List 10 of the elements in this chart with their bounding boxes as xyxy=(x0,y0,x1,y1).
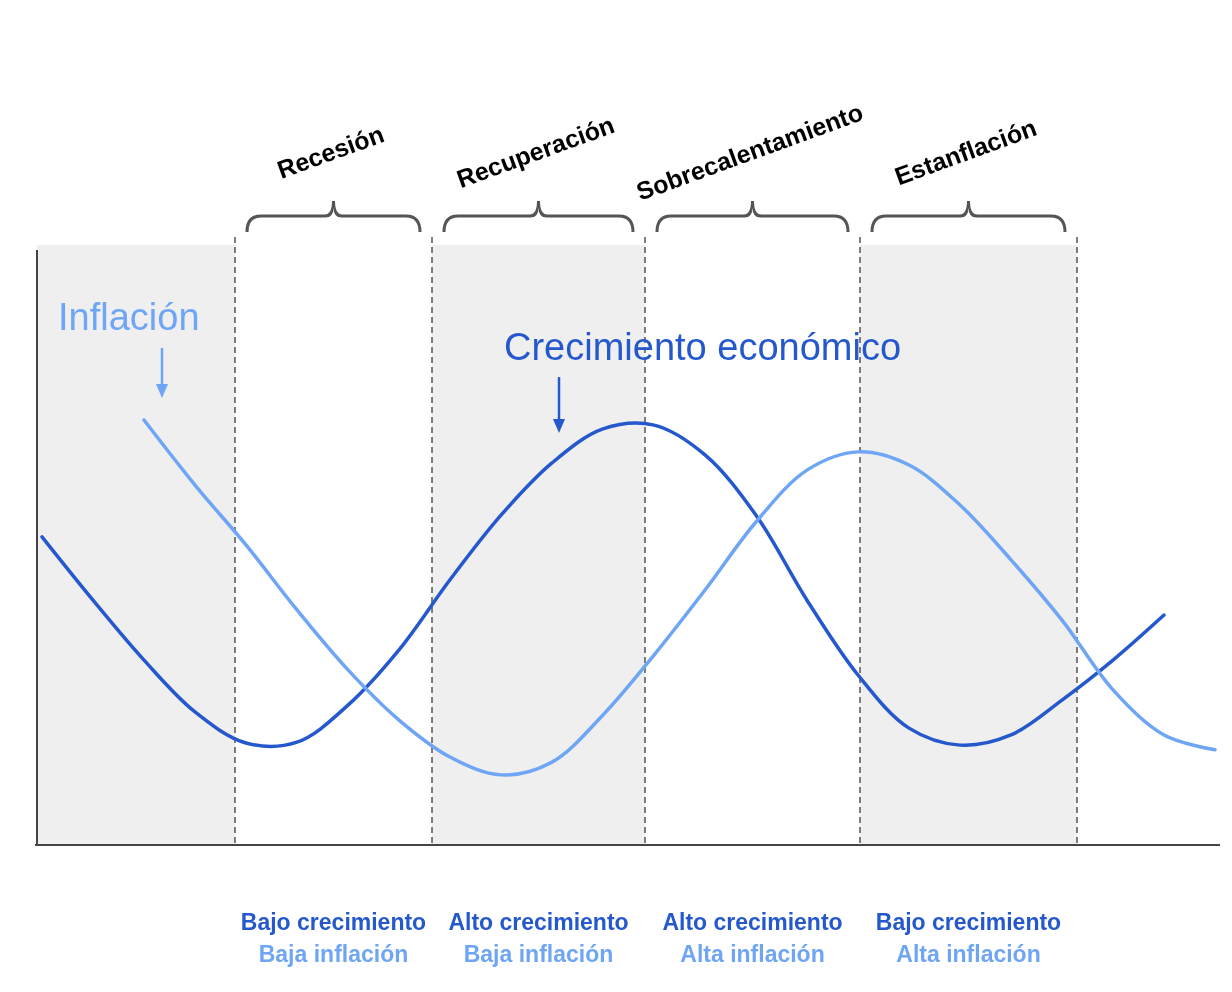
text: Inflación xyxy=(58,296,200,338)
text: Alta inflación xyxy=(896,941,1041,967)
text: Crecimiento económico xyxy=(504,326,902,369)
text: Alta inflación xyxy=(680,941,825,967)
text: Baja inflación xyxy=(463,941,614,967)
text: Alto crecimiento xyxy=(662,909,843,935)
text: Bajo crecimiento xyxy=(875,909,1062,935)
text: Bajo crecimiento xyxy=(240,909,427,935)
text: Alto crecimiento xyxy=(448,909,629,935)
text: Baja inflación xyxy=(258,941,409,967)
